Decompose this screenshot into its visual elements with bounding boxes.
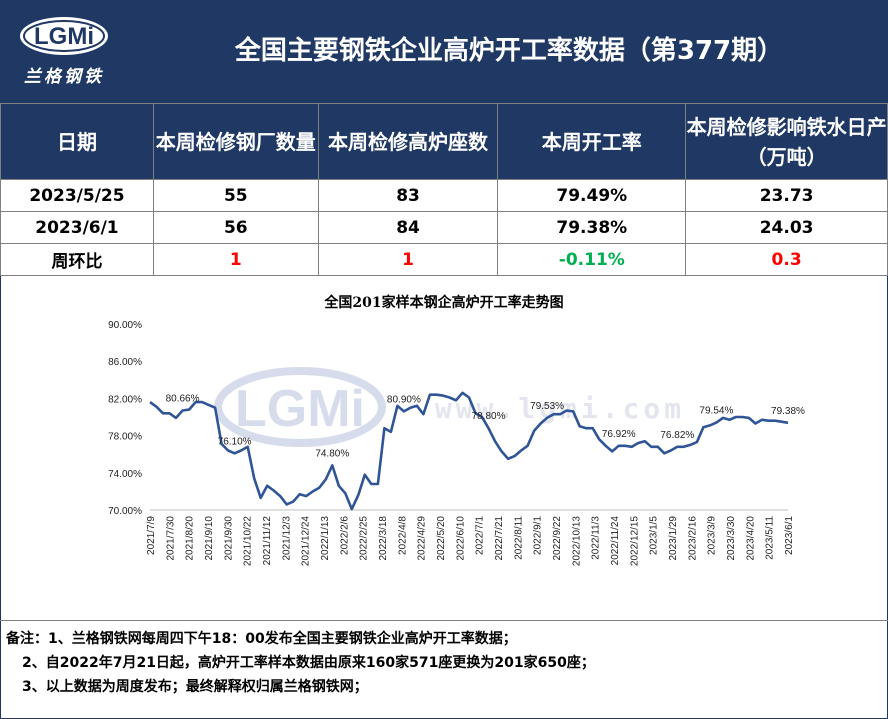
- x-tick-label: 2023/4/20: [745, 516, 756, 561]
- cell-change-rate: -0.11%: [497, 243, 687, 276]
- x-tick-label: 2022/10/13: [571, 516, 582, 566]
- watermark: LGMi www.lgmi.com: [214, 367, 685, 447]
- cell-date: 2023/6/1: [0, 211, 154, 244]
- data-label: 79.38%: [771, 406, 805, 417]
- col-header-furnaces: 本周检修高炉座数: [317, 103, 499, 180]
- data-label: 76.82%: [660, 430, 694, 441]
- x-tick-label: 2022/4/29: [417, 516, 428, 561]
- x-tick-label: 2022/4/8: [397, 516, 408, 555]
- lgmi-logo: LGMi 兰格钢铁: [18, 14, 110, 90]
- x-tick-label: 2022/7/1: [475, 516, 486, 555]
- x-tick-label: 2022/7/21: [494, 516, 505, 561]
- x-tick-label: 2022/9/22: [552, 516, 563, 561]
- watermark-url: www.lgmi.com: [435, 392, 685, 425]
- chart-title: 全国201家样本钢企高炉开工率走势图: [324, 295, 564, 311]
- col-header-mills: 本周检修钢厂数量: [152, 103, 319, 180]
- cell-date: 2023/5/25: [0, 179, 154, 212]
- notes-section: 备注：1、兰格钢铁网每周四下午18：00发布全国主要钢铁企业高炉开工率数据； 2…: [0, 620, 888, 719]
- lgmi-logo-icon: LGMi: [20, 17, 108, 55]
- data-label: 80.66%: [166, 393, 200, 404]
- data-label: 80.90%: [387, 394, 421, 405]
- x-tick-label: 2021/7/30: [165, 516, 176, 561]
- x-tick-label: 2023/5/11: [765, 516, 776, 560]
- x-tick-label: 2022/12/15: [629, 516, 640, 566]
- col-header-output: 本周检修影响铁水日产（万吨）: [685, 103, 888, 180]
- header-banner: LGMi 兰格钢铁 全国主要钢铁企业高炉开工率数据（第377期）: [0, 0, 888, 103]
- cell-mills: 55: [152, 179, 319, 212]
- x-tick-label: 2022/2/6: [339, 516, 350, 555]
- x-tick-label: 2023/6/1: [784, 516, 795, 555]
- x-tick-label: 2022/2/25: [359, 516, 370, 561]
- table-row: 2023/5/25 55 83 79.49% 23.73: [0, 179, 888, 212]
- col-header-rate: 本周开工率: [497, 103, 687, 180]
- note-2: 2、自2022年7月21日起，高炉开工率样本数据由原来160家571座更换为20…: [22, 655, 595, 671]
- x-tick-label: 2022/11/24: [610, 516, 621, 566]
- cell-change-output: 0.3: [685, 243, 888, 276]
- table-row-change: 周环比 1 1 -0.11% 0.3: [0, 243, 888, 276]
- series-line: [149, 391, 789, 511]
- table-header-row: 日期 本周检修钢厂数量 本周检修高炉座数 本周开工率 本周检修影响铁水日产（万吨…: [0, 103, 888, 180]
- cell-change-mills: 1: [152, 243, 319, 276]
- x-tick-label: 2023/1/5: [649, 516, 660, 555]
- data-label: 76.10%: [218, 436, 252, 447]
- y-tick-label: 70.00%: [108, 506, 142, 517]
- y-tick-label: 82.00%: [108, 394, 142, 405]
- x-tick-label: 2021/7/9: [146, 516, 157, 555]
- x-tick-label: 2022/9/1: [533, 516, 544, 555]
- x-tick-label: 2021/10/22: [243, 516, 254, 566]
- x-tick-label: 2022/6/10: [455, 516, 466, 561]
- y-tick-label: 78.00%: [108, 432, 142, 443]
- x-tick-label: 2023/3/30: [726, 516, 737, 561]
- data-label: 74.80%: [315, 448, 349, 459]
- x-tick-label: 2021/8/20: [185, 516, 196, 561]
- y-tick-label: 74.00%: [108, 469, 142, 480]
- cell-furnaces: 84: [317, 211, 499, 244]
- line-chart: LGMi www.lgmi.com 70.00% 74.00% 78.00% 82.0…: [108, 320, 805, 566]
- x-tick-label: 2023/1/29: [668, 516, 679, 561]
- x-tick-label: 2022/5/20: [436, 516, 447, 561]
- x-tick-label: 2021/9/10: [204, 516, 215, 561]
- data-label: 79.54%: [699, 406, 733, 417]
- cell-furnaces: 83: [317, 179, 499, 212]
- x-tick-label: 2021/12/24: [301, 516, 312, 566]
- data-table: 日期 本周检修钢厂数量 本周检修高炉座数 本周开工率 本周检修影响铁水日产（万吨…: [0, 103, 888, 276]
- col-header-date: 日期: [0, 103, 154, 180]
- cell-change-label: 周环比: [0, 243, 154, 276]
- x-tick-label: 2022/8/11: [513, 516, 524, 560]
- logo-mark-text: LGMi: [34, 23, 94, 50]
- cell-output: 24.03: [685, 211, 888, 244]
- y-tick-label: 90.00%: [108, 320, 142, 331]
- x-tick-label: 2023/3/9: [707, 516, 718, 555]
- x-tick-label: 2022/1/13: [320, 516, 331, 561]
- data-label: 76.92%: [602, 429, 636, 440]
- chart-panel: LGMi www.lgmi.com 70.00% 74.00% 78.00% 82.0…: [0, 275, 888, 620]
- x-tick-label: 2021/9/30: [223, 516, 234, 561]
- data-label: 79.53%: [530, 401, 564, 412]
- y-tick-label: 86.00%: [108, 357, 142, 368]
- table-row: 2023/6/1 56 84 79.38% 24.03: [0, 211, 888, 244]
- page-title: 全国主要钢铁企业高炉开工率数据（第377期）: [234, 36, 784, 66]
- cell-change-furnaces: 1: [317, 243, 499, 276]
- x-tick-label: 2023/2/16: [687, 516, 698, 561]
- note-3: 3、以上数据为周度发布；最终解释权归属兰格钢铁网；: [22, 679, 368, 695]
- x-tick-label: 2022/11/3: [591, 516, 602, 560]
- cell-rate: 79.38%: [497, 211, 687, 244]
- watermark-logo-text: LGMi: [235, 380, 365, 438]
- note-1: 备注：1、兰格钢铁网每周四下午18：00发布全国主要钢铁企业高炉开工率数据；: [6, 631, 517, 647]
- cell-rate: 79.49%: [497, 179, 687, 212]
- cell-mills: 56: [152, 211, 319, 244]
- x-tick-label: 2021/12/3: [281, 516, 292, 561]
- x-tick-label: 2021/11/12: [262, 516, 273, 566]
- cell-output: 23.73: [685, 179, 888, 212]
- data-label: 78.80%: [472, 411, 506, 422]
- x-tick-label: 2022/3/18: [378, 516, 389, 561]
- logo-text: 兰格钢铁: [24, 67, 104, 87]
